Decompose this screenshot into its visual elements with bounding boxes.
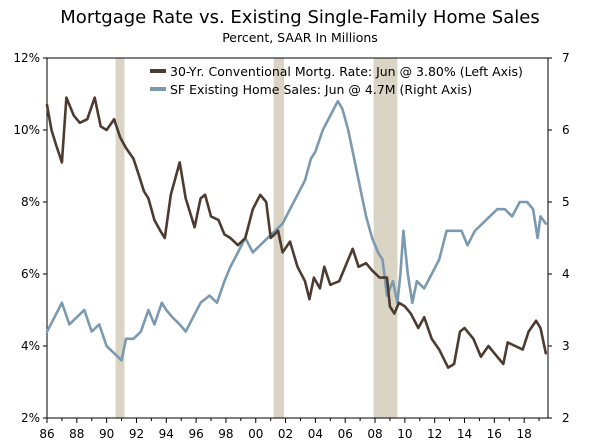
mortgage-rate-line [45,96,548,369]
left-tick-label: 8% [21,195,40,209]
right-axis: 2 3 4 5 6 7 [548,51,570,425]
right-tick-label: 6 [562,123,570,137]
chart-subtitle: Percent, SAAR In Millions [222,30,378,45]
right-tick-label: 3 [562,339,570,353]
x-tick-label: 88 [69,427,84,441]
x-tick-label: 92 [129,427,144,441]
right-tick-label: 5 [562,195,570,209]
legend: 30-Yr. Conventional Mortg. Rate: Jun @ 3… [150,64,523,97]
left-tick-label: 2% [21,411,40,425]
x-tick-label: 86 [39,427,54,441]
right-tick-label: 2 [562,411,570,425]
x-axis: 86 88 90 92 94 96 98 00 02 04 06 08 10 12 14 16 18 [39,418,540,441]
x-tick-label: 08 [367,427,382,441]
recession-band [115,58,125,418]
left-tick-label: 6% [21,267,40,281]
right-tick-label: 7 [562,51,570,65]
plot-frame [46,57,549,419]
x-tick-label: 00 [248,427,263,441]
x-tick-label: 10 [397,427,412,441]
recession-band [373,58,398,418]
x-tick-label: 94 [159,427,174,441]
recession-bands [115,58,398,418]
home-sales-line [45,99,548,362]
x-tick-label: 06 [338,427,353,441]
right-tick-label: 4 [562,267,570,281]
x-tick-label: 16 [487,427,502,441]
x-tick-label: 04 [308,427,323,441]
legend-label-home-sales: SF Existing Home Sales: Jun @ 4.7M (Righ… [170,82,472,97]
left-axis: 2% 4% 6% 8% 10% 12% [13,51,47,425]
left-tick-label: 10% [13,123,40,137]
left-tick-label: 4% [21,339,40,353]
x-tick-label: 98 [218,427,233,441]
x-tick-label: 96 [188,427,203,441]
x-tick-label: 18 [517,427,532,441]
x-tick-label: 14 [457,427,472,441]
series-lines [45,96,548,369]
chart-title: Mortgage Rate vs. Existing Single-Family… [60,7,539,28]
x-tick-label: 02 [278,427,293,441]
left-tick-label: 12% [13,51,40,65]
x-tick-label: 12 [427,427,442,441]
legend-label-mortgage-rate: 30-Yr. Conventional Mortg. Rate: Jun @ 3… [170,64,523,79]
x-tick-label: 90 [99,427,114,441]
